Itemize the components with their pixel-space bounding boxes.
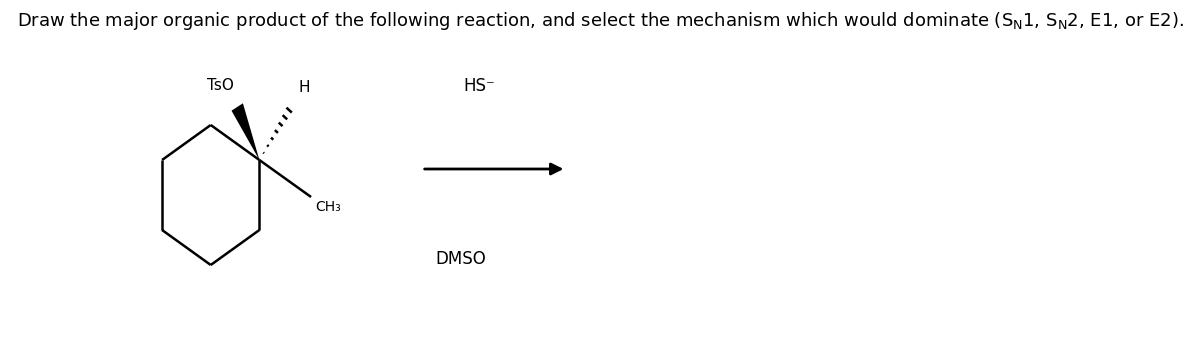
Text: Draw the major organic product of the following reaction, and select the mechani: Draw the major organic product of the fo… <box>17 10 1183 32</box>
Text: CH₃: CH₃ <box>314 200 341 214</box>
Text: HS⁻: HS⁻ <box>463 77 496 95</box>
Text: DMSO: DMSO <box>434 250 486 268</box>
Text: H: H <box>299 79 310 95</box>
Text: TsO: TsO <box>208 78 234 94</box>
Polygon shape <box>232 103 259 160</box>
